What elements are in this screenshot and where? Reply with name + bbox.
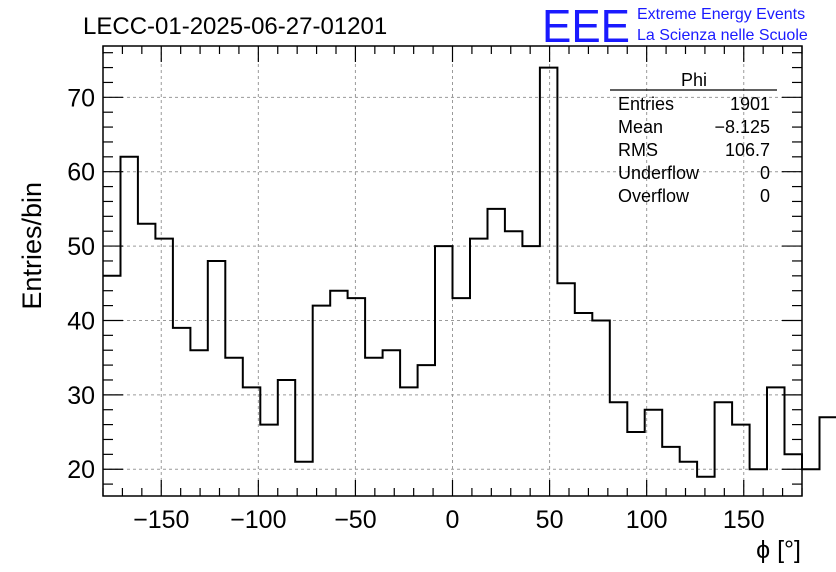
stats-row-value: 0 [760,186,770,206]
x-tick-label: −150 [133,506,189,534]
y-tick-label: 30 [67,382,95,410]
x-tick-label: 100 [626,506,668,534]
stats-row-label: Overflow [618,186,690,206]
logo-line-2: La Scienza nelle Scuole [637,27,808,44]
x-axis-label: ϕ [°] [756,536,801,564]
x-tick-label: −100 [230,506,286,534]
stats-row-value: −8.125 [714,117,770,137]
stats-box-title: Phi [681,70,707,90]
stats-row-value: 1901 [730,94,770,114]
y-axis-label: Entries/bin [17,182,47,310]
logo-line-1: Extreme Energy Events [637,6,805,23]
grid-lines [103,46,802,496]
x-tick-label: 0 [446,506,460,534]
axis-ticks [102,46,803,496]
stats-row-label: Entries [618,94,674,114]
y-tick-label: 40 [67,307,95,335]
stats-row-label: RMS [618,140,658,160]
chart-title: LECC-01-2025-06-27-01201 [83,13,387,40]
x-tick-label: 150 [723,506,765,534]
eee-logo-mark: EEE [542,0,630,52]
y-tick-label: 60 [67,159,95,187]
eee-logo: EEE Extreme Energy Events La Scienza nel… [542,0,808,52]
stats-box: Phi Entries 1901 Mean −8.125 RMS 106.7 Underfl… [610,70,777,206]
stats-rows: Entries 1901 Mean −8.125 RMS 106.7 Underflow 0 O… [618,94,770,206]
x-tick-label: 50 [536,506,564,534]
stats-row-label: Underflow [618,163,700,183]
stats-row-value: 0 [760,163,770,183]
y-tick-label: 20 [67,456,95,484]
x-tick-label: −50 [334,506,376,534]
tick-labels: −150 −100 −50 0 50 100 150 20 30 40 50 60 70 [67,84,764,534]
y-tick-label: 50 [67,233,95,261]
stats-row-label: Mean [618,117,663,137]
stats-row-value: 106.7 [725,140,770,160]
y-tick-label: 70 [67,84,95,112]
histogram-line [103,66,836,478]
